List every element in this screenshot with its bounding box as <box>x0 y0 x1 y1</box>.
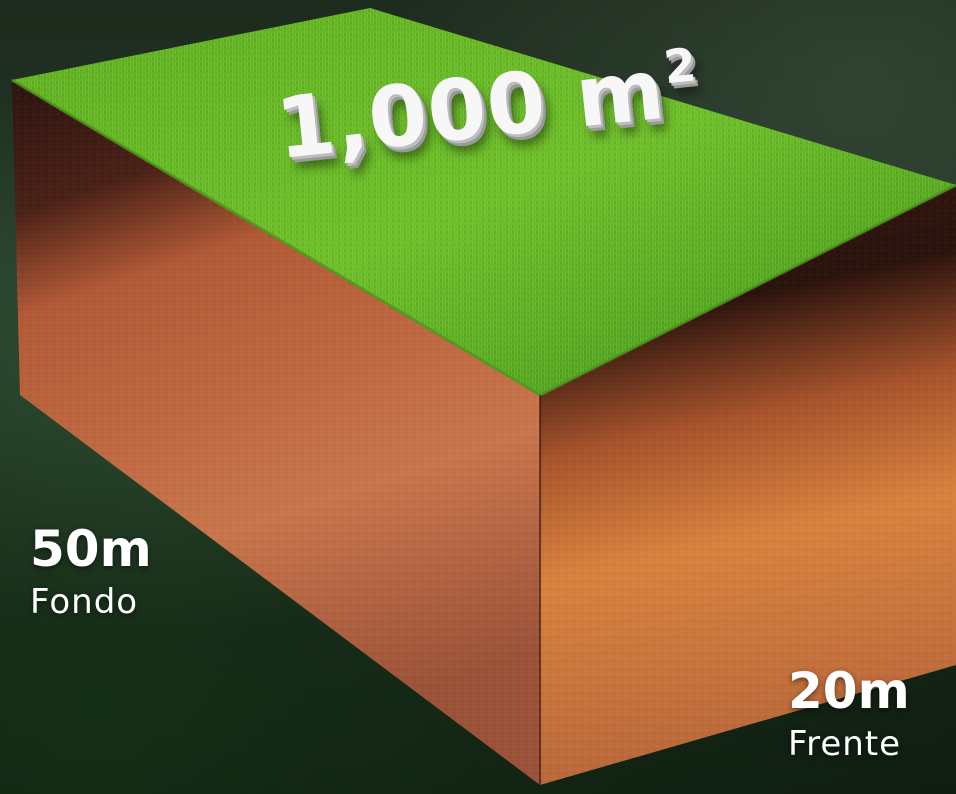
depth-dimension: 50m Fondo <box>30 524 152 623</box>
depth-label: Fondo <box>30 582 139 622</box>
front-value: 20m <box>788 662 910 720</box>
depth-value: 50m <box>30 520 152 578</box>
front-dimension: 20m Frente <box>788 666 910 765</box>
area-unit-superscript: 2 <box>661 37 700 95</box>
front-label: Frente <box>788 724 902 764</box>
